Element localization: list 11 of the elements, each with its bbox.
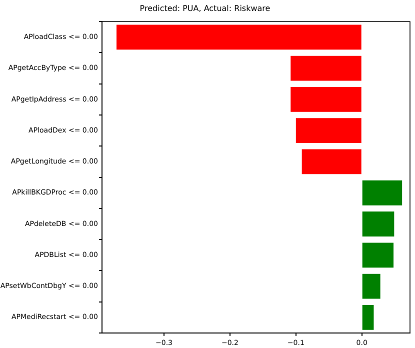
chart-title: Predicted: PUA, Actual: Riskware: [140, 4, 270, 13]
bar: [362, 242, 394, 268]
bar: [290, 86, 362, 112]
bar: [290, 56, 362, 81]
bar: [362, 212, 394, 236]
bar: [362, 274, 380, 299]
bar: [116, 24, 362, 50]
bar: [296, 118, 362, 144]
bar: [362, 180, 402, 206]
bar: [302, 149, 362, 174]
bar: [362, 304, 374, 330]
